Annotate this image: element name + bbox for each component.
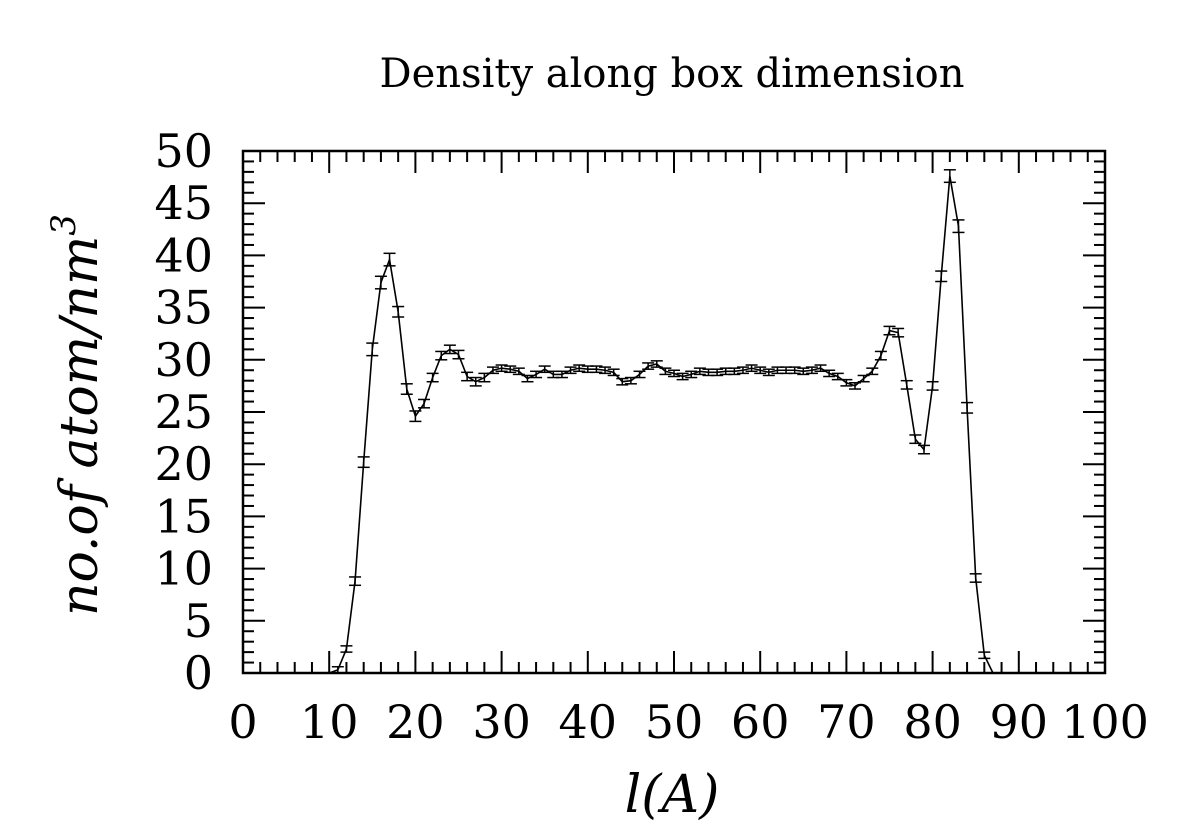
- x-tick-label: 90: [990, 695, 1049, 749]
- x-tick-label: 80: [903, 695, 962, 749]
- x-tick-label: 60: [731, 695, 790, 749]
- x-axis-label: l(A): [625, 765, 720, 825]
- density-series-line: [328, 175, 994, 674]
- y-axis-label-main: no.of atom/nm: [50, 236, 110, 616]
- y-tick-label: 5: [184, 594, 213, 648]
- x-tick-label: 20: [386, 695, 445, 749]
- x-tick-label: 100: [1061, 695, 1149, 749]
- y-tick-label: 35: [154, 281, 213, 335]
- x-tick-label: 40: [559, 695, 618, 749]
- y-tick-label: 30: [154, 333, 213, 387]
- y-tick-label: 15: [154, 489, 213, 543]
- y-tick-label: 20: [154, 437, 213, 491]
- x-axis-ticks: [242, 151, 1106, 673]
- y-tick-label: 0: [184, 646, 213, 700]
- y-tick-label: 40: [154, 228, 213, 282]
- y-tick-label: 45: [154, 176, 213, 230]
- y-tick-label: 50: [154, 124, 213, 178]
- y-axis-label: no.of atom/nm3: [44, 214, 110, 616]
- plot-frame: [241, 149, 1107, 675]
- x-tick-label: 70: [817, 695, 876, 749]
- x-tick-label: 10: [300, 695, 359, 749]
- x-tick-label: 0: [228, 695, 257, 749]
- x-tick-label: 30: [472, 695, 531, 749]
- x-tick-label: 50: [645, 695, 704, 749]
- x-axis-tick-labels: 0 10 20 30 40 50 60 70 80 90 100: [228, 695, 1149, 749]
- y-tick-label: 25: [154, 385, 213, 439]
- error-bars: [331, 169, 991, 674]
- y-axis-ticks: [243, 150, 1105, 674]
- y-tick-label: 10: [154, 542, 213, 596]
- y-axis-label-superscript: 3: [44, 214, 84, 236]
- chart-title: Density along box dimension: [380, 51, 965, 97]
